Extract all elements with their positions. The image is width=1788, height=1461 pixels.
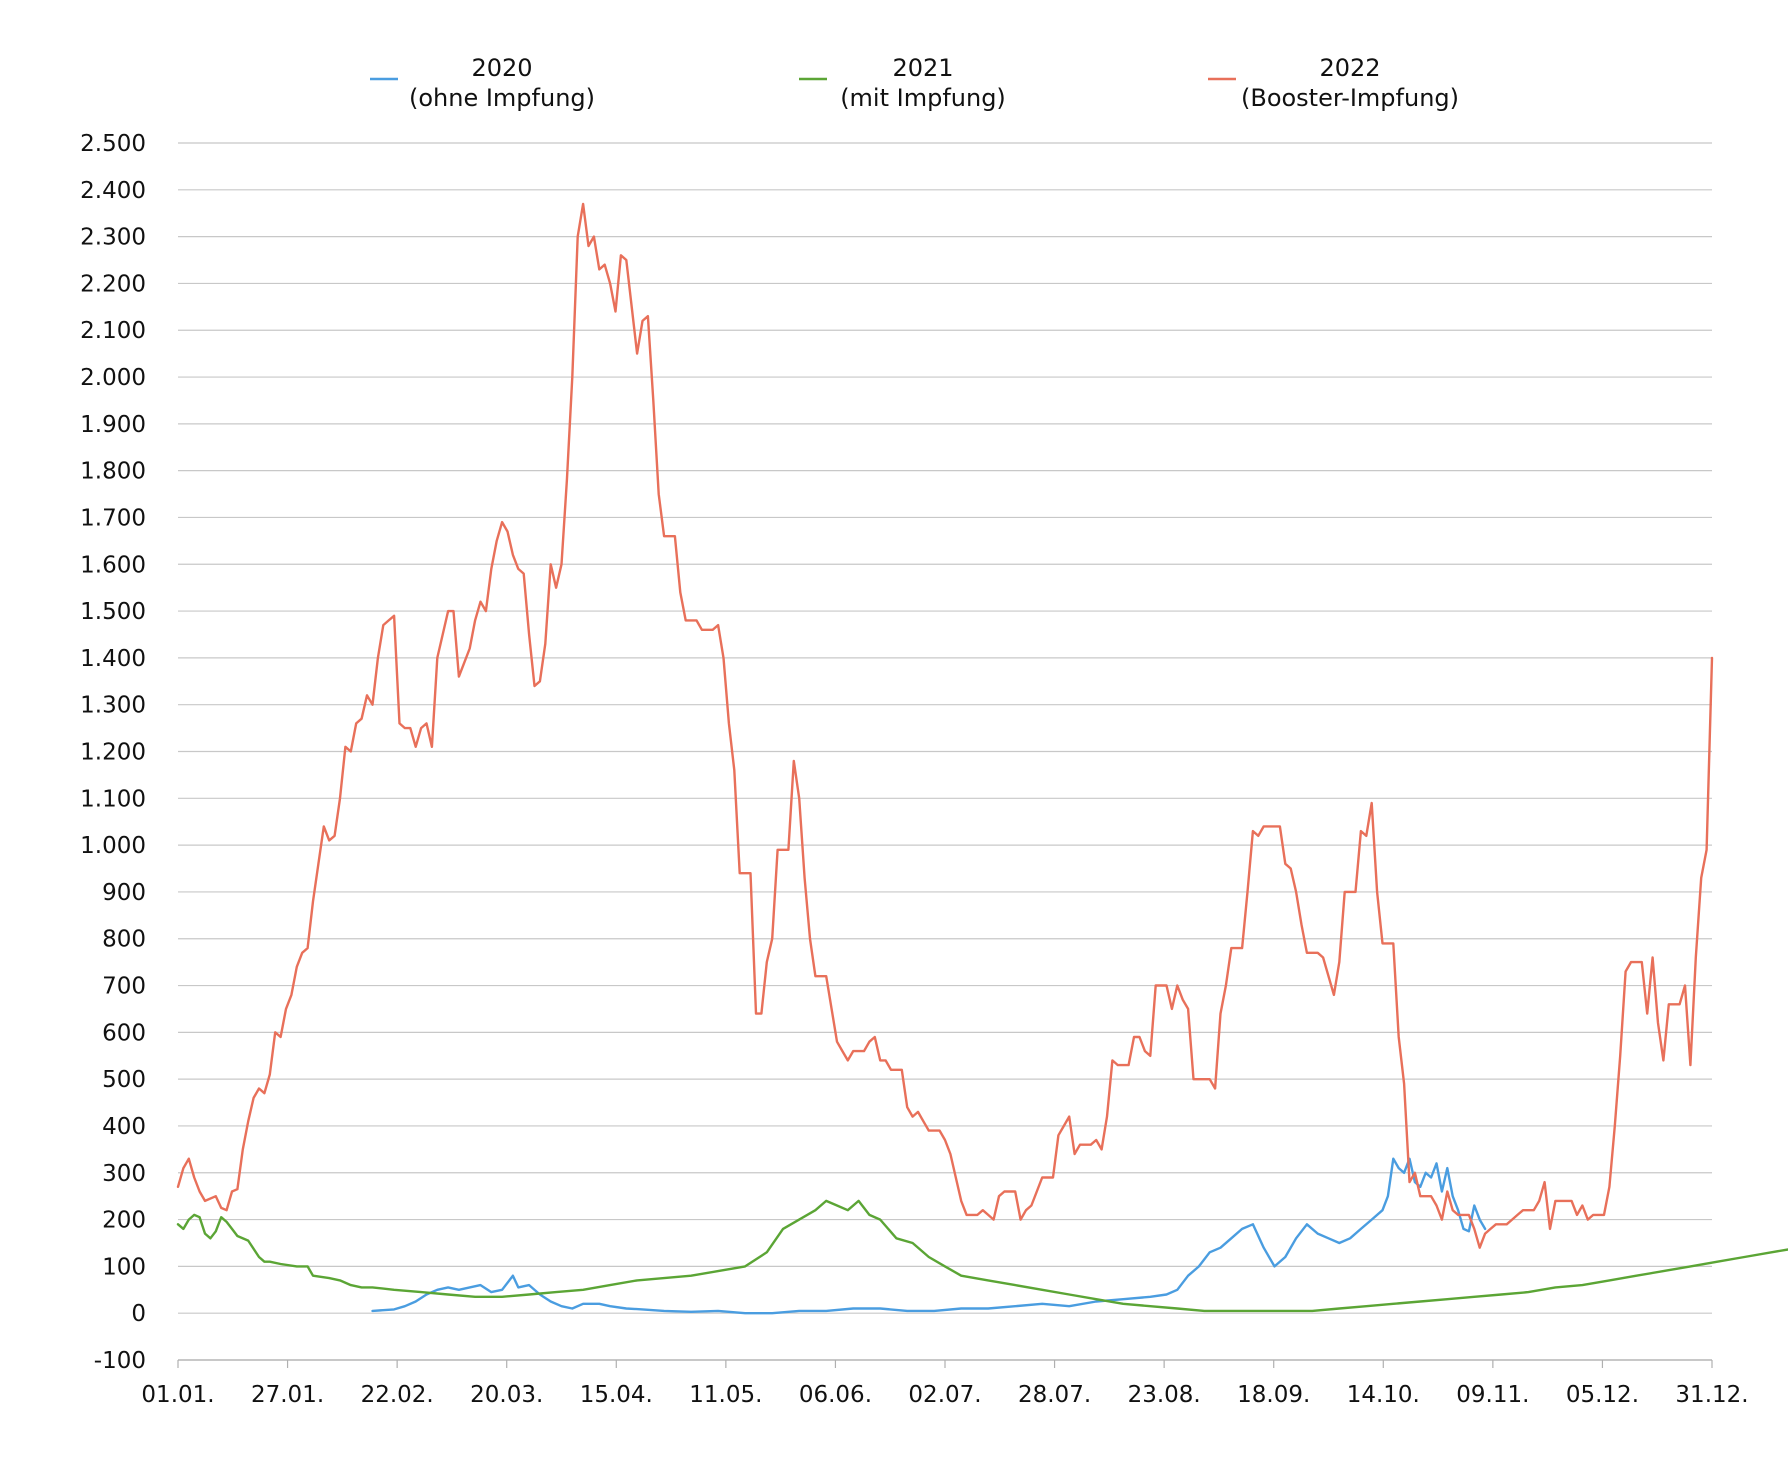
y-tick-label: 600	[102, 1020, 146, 1046]
x-tick-label: 15.04.	[580, 1382, 653, 1408]
y-tick-label: 900	[102, 880, 146, 906]
grid-layer	[178, 142, 1712, 1361]
legend-label-year: 2021	[892, 54, 953, 82]
x-tick-label: 11.05.	[689, 1382, 762, 1408]
y-tick-label: 400	[102, 1114, 146, 1140]
x-tick-label: 02.07.	[908, 1382, 981, 1408]
y-tick-label: 1.600	[80, 552, 146, 578]
x-tick-label: 28.07.	[1018, 1382, 1091, 1408]
y-tick-label: 0	[131, 1301, 146, 1327]
legend-label-desc: (ohne Impfung)	[409, 84, 595, 112]
y-tick-label: 200	[102, 1208, 146, 1234]
series-line-2020	[371, 1157, 1487, 1315]
legend-label-year: 2022	[1319, 54, 1380, 82]
y-tick-label: 2.400	[80, 178, 146, 204]
y-tick-label: 1.900	[80, 412, 146, 438]
y-tick-label: 2.100	[80, 318, 146, 344]
y-tick-label: 2.300	[80, 225, 146, 251]
legend-label-desc: (Booster-Impfung)	[1241, 84, 1459, 112]
x-tick-label: 09.11.	[1456, 1382, 1529, 1408]
y-tick-label: 2.000	[80, 365, 146, 391]
x-tick-label: 06.06.	[799, 1382, 872, 1408]
series-line-2022	[176, 202, 1714, 1249]
legend-label-year: 2020	[471, 54, 532, 82]
y-tick-label: 100	[102, 1254, 146, 1280]
y-tick-label: 800	[102, 927, 146, 953]
x-tick-label: 22.02.	[361, 1382, 434, 1408]
y-tick-label: 2.500	[80, 131, 146, 157]
x-tick-label: 01.01.	[141, 1382, 214, 1408]
y-tick-label: 2.200	[80, 271, 146, 297]
series-line-2021	[176, 1199, 1788, 1313]
y-tick-label: 1.700	[80, 505, 146, 531]
y-tick-label: 700	[102, 974, 146, 1000]
x-tick-label: 27.01.	[251, 1382, 324, 1408]
series-layer	[176, 202, 1788, 1315]
y-tick-label: 500	[102, 1067, 146, 1093]
y-tick-label: 1.800	[80, 459, 146, 485]
y-tick-label: -100	[94, 1348, 146, 1374]
x-tick-label: 31.12.	[1675, 1382, 1748, 1408]
y-tick-label: 300	[102, 1161, 146, 1187]
y-tick-label: 1.500	[80, 599, 146, 625]
y-tick-label: 1.400	[80, 646, 146, 672]
y-tick-label: 1.200	[80, 740, 146, 766]
legend: 2020(ohne Impfung) 2021(mit Impfung) 2022(…	[370, 54, 1459, 112]
legend-label-desc: (mit Impfung)	[840, 84, 1006, 112]
x-tick-label: 18.09.	[1237, 1382, 1310, 1408]
x-tick-label: 23.08.	[1128, 1382, 1201, 1408]
x-tick-label: 05.12.	[1566, 1382, 1639, 1408]
x-tick-label: 20.03.	[470, 1382, 543, 1408]
y-tick-label: 1.000	[80, 833, 146, 859]
x-tick-label: 14.10.	[1347, 1382, 1420, 1408]
y-tick-label: 1.300	[80, 693, 146, 719]
y-tick-label: 1.100	[80, 786, 146, 812]
axis-layer: -100 0 100 200 300 400 500 600 700 800 900 1.000 1.1…	[80, 131, 1748, 1408]
